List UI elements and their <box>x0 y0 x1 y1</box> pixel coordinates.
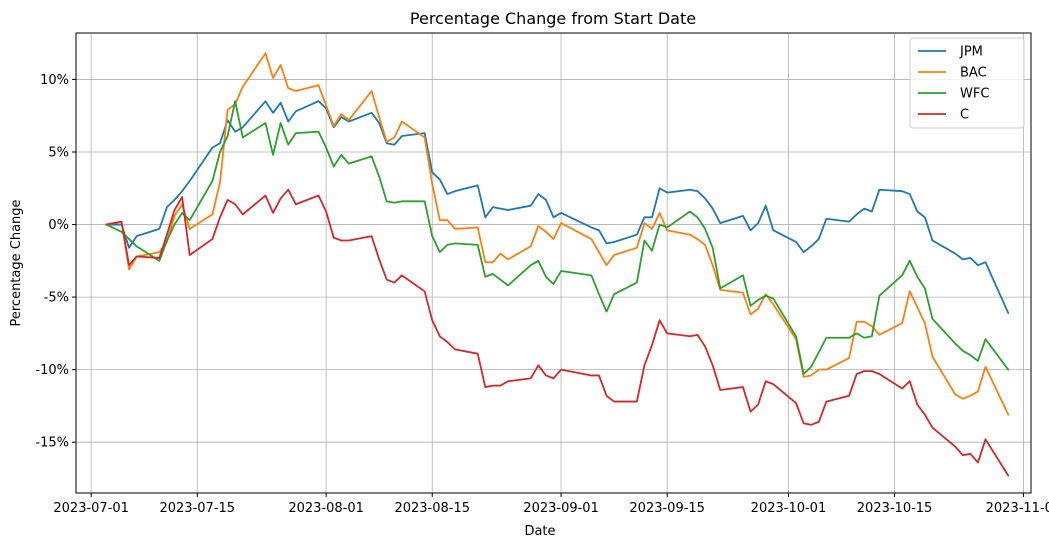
y-tick-label: 5% <box>48 145 69 160</box>
x-tick-label: 2023-09-01 <box>523 501 599 516</box>
x-tick-label: 2023-08-15 <box>394 501 470 516</box>
series-line-jpm <box>105 100 1010 314</box>
x-tick-label: 2023-11-01 <box>986 501 1049 516</box>
x-tick-label: 2023-08-01 <box>288 501 364 516</box>
axis-ticks: 2023-07-01 2023-07-15 2023-08-01 2023-08-15… <box>35 73 1049 516</box>
series-line-c <box>105 188 1010 477</box>
legend-label-c: C <box>960 108 969 123</box>
y-tick-label: 0% <box>48 218 69 233</box>
y-tick-label: 10% <box>40 73 69 88</box>
legend: JPM BAC WFC C <box>909 37 1025 129</box>
y-axis-label: Percentage Change <box>9 199 24 326</box>
grid <box>76 33 1031 493</box>
x-tick-label: 2023-10-15 <box>857 501 933 516</box>
x-tick-label: 2023-07-01 <box>53 501 129 516</box>
legend-box <box>909 37 1025 129</box>
series-line-bac <box>105 52 1010 416</box>
series-line-wfc <box>105 100 1010 375</box>
y-tick-label: -5% <box>44 291 69 306</box>
legend-label-jpm: JPM <box>959 45 983 60</box>
legend-label-bac: BAC <box>960 66 987 81</box>
series-lines <box>105 52 1010 477</box>
chart-title: Percentage Change from Start Date <box>410 9 696 28</box>
x-axis-label: Date <box>524 524 555 539</box>
legend-label-wfc: WFC <box>960 87 989 102</box>
x-tick-label: 2023-07-15 <box>159 501 235 516</box>
y-tick-label: -15% <box>35 436 69 451</box>
plot-area-frame <box>75 32 1032 494</box>
x-tick-label: 2023-10-01 <box>751 501 827 516</box>
y-tick-label: -10% <box>35 363 69 378</box>
x-tick-label: 2023-09-15 <box>629 501 705 516</box>
